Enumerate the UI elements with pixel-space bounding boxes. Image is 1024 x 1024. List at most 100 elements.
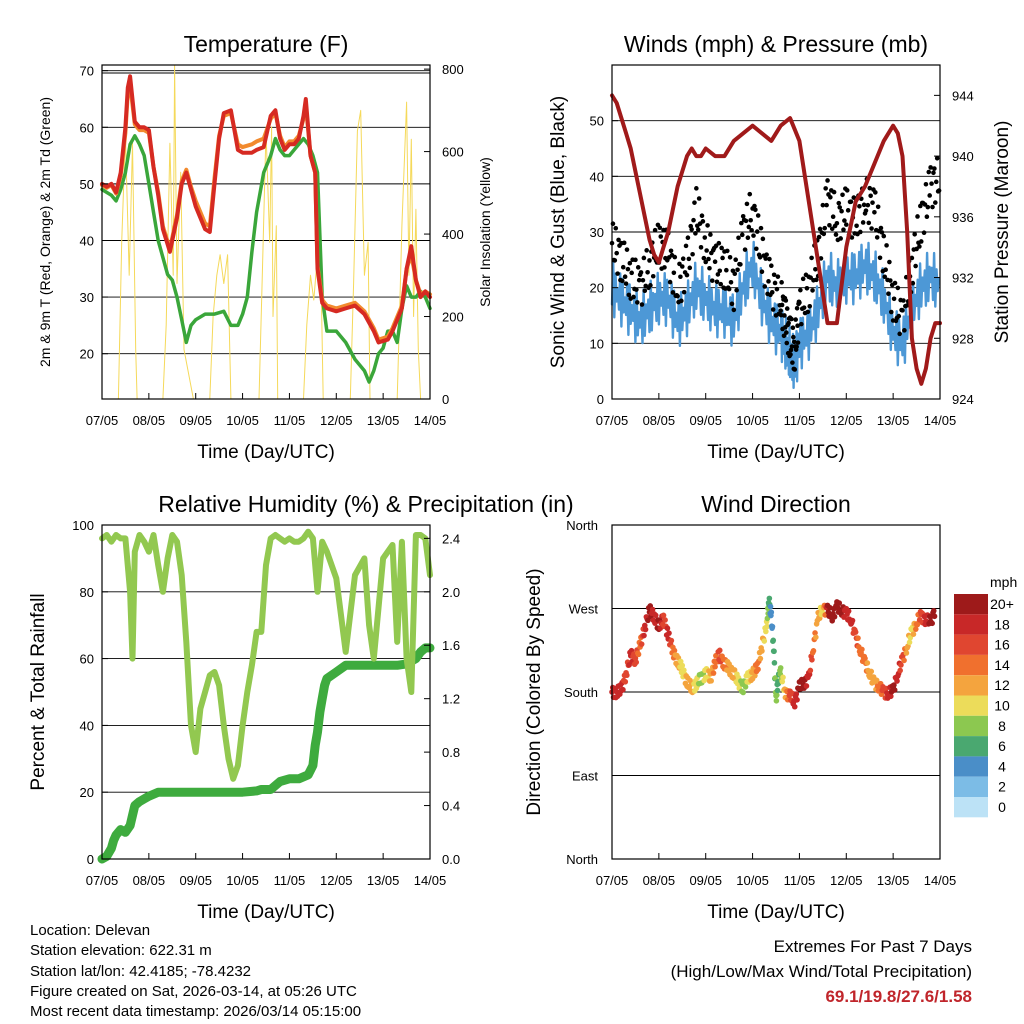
gust-dot — [645, 269, 650, 275]
gust-dot — [790, 360, 795, 365]
gust-dot — [891, 296, 897, 302]
y-axis-label: Sonic Wind & Gust (Blue, Black) — [548, 96, 569, 368]
x-tick-label: 10/05 — [226, 873, 259, 888]
direction-dot — [770, 637, 777, 644]
direction-dot — [773, 692, 780, 698]
x-tick-label: 14/05 — [414, 873, 447, 888]
direction-dot — [757, 655, 764, 662]
gust-dot — [881, 233, 887, 239]
gust-dot — [804, 285, 810, 291]
x-tick-label: 07/05 — [86, 413, 119, 428]
direction-dot — [859, 646, 865, 653]
gust-dot — [788, 352, 793, 357]
gust-dot — [933, 179, 939, 185]
direction-dot — [868, 668, 875, 675]
gust-dot — [910, 280, 916, 286]
x-tick-label: 09/05 — [179, 873, 212, 888]
gust-dot — [684, 272, 690, 278]
gust-dot — [828, 194, 833, 200]
gust-dot — [771, 272, 777, 278]
gust-dot — [875, 204, 881, 210]
station-info: Location: Delevan Station elevation: 622… — [30, 921, 361, 1022]
x-axis-label: Time (Day/UTC) — [707, 902, 845, 923]
gust-dot — [751, 233, 756, 238]
gust-dot — [789, 344, 795, 349]
gust-dot — [895, 285, 901, 291]
gust-dot — [689, 227, 694, 232]
gust-dot — [708, 232, 713, 237]
y-tick-label: 40 — [590, 169, 604, 184]
y-tick-label: 60 — [80, 120, 94, 135]
direction-dot — [910, 631, 917, 637]
gust-dot — [635, 300, 640, 305]
x-axis-label: Time (Day/UTC) — [707, 442, 845, 463]
x-tick-label: 12/05 — [320, 873, 353, 888]
direction-dot — [901, 657, 907, 664]
direction-dot — [645, 617, 651, 624]
direction-dot — [845, 608, 852, 614]
plot-border — [101, 64, 431, 400]
gust-dot — [805, 309, 811, 315]
panel-1: Temperature (F) Time (Day/UTC) 2m & 9m T (… — [37, 31, 493, 463]
gust-dot — [923, 181, 929, 187]
direction-dot — [771, 660, 778, 666]
gust-dot — [809, 255, 814, 261]
direction-dot — [633, 659, 640, 666]
gust-dot — [913, 263, 918, 269]
gust-dot — [635, 265, 641, 270]
x-axis-label: Time (Day/UTC) — [197, 902, 335, 923]
direction-dot — [716, 647, 723, 654]
gust-dot — [792, 367, 798, 372]
gust-dot — [702, 235, 708, 240]
gust-dot — [842, 218, 847, 223]
direction-dot — [671, 647, 678, 654]
gust-dot — [718, 281, 724, 287]
y-tick-label-right: 0.0 — [442, 852, 460, 867]
gust-dot — [795, 323, 800, 329]
legend-label: 2 — [998, 779, 1006, 795]
gust-dot — [680, 256, 686, 262]
x-tick-label: 08/05 — [643, 413, 676, 428]
gust-dot — [928, 165, 933, 170]
gust-dot — [848, 199, 854, 205]
gust-dot — [918, 239, 924, 244]
y-tick-label-right: 936 — [952, 210, 974, 225]
gust-dot — [639, 302, 645, 307]
gust-dot — [934, 155, 940, 161]
legend-title: mph — [990, 574, 1017, 590]
gust-dot — [746, 224, 752, 230]
gust-dot — [731, 307, 737, 313]
gust-dot — [888, 309, 894, 315]
gust-dot — [887, 259, 892, 265]
x-tick-label: 12/05 — [830, 413, 863, 428]
x-tick-label: 11/05 — [784, 873, 816, 888]
gust-dot — [629, 270, 634, 276]
gust-dot — [692, 200, 697, 205]
gust-dot — [749, 227, 754, 233]
direction-dot — [761, 638, 768, 644]
gust-dot — [854, 223, 859, 229]
gust-dot — [642, 288, 648, 294]
gust-dot — [766, 279, 771, 284]
direction-dot — [791, 703, 798, 710]
gust-dot — [901, 298, 906, 303]
gust-dot — [874, 235, 880, 240]
gust-dot — [774, 286, 780, 292]
gust-dot — [797, 300, 802, 305]
station-pressure-line — [610, 93, 942, 386]
direction-dots — [609, 595, 938, 710]
y-tick-label-right: 0 — [442, 392, 449, 407]
gust-dot — [735, 267, 740, 273]
gust-dot — [714, 279, 720, 285]
gust-dot — [641, 255, 647, 261]
gust-dot — [793, 317, 798, 322]
gust-dot — [927, 193, 932, 198]
precipitation-line — [97, 643, 435, 864]
direction-dot — [759, 648, 765, 654]
gust-dot — [870, 200, 875, 205]
gust-dot — [930, 204, 935, 210]
x-tick-label: 07/05 — [596, 873, 629, 888]
gust-dot — [838, 236, 843, 241]
direction-dot — [906, 639, 913, 646]
gust-dot — [626, 292, 632, 298]
